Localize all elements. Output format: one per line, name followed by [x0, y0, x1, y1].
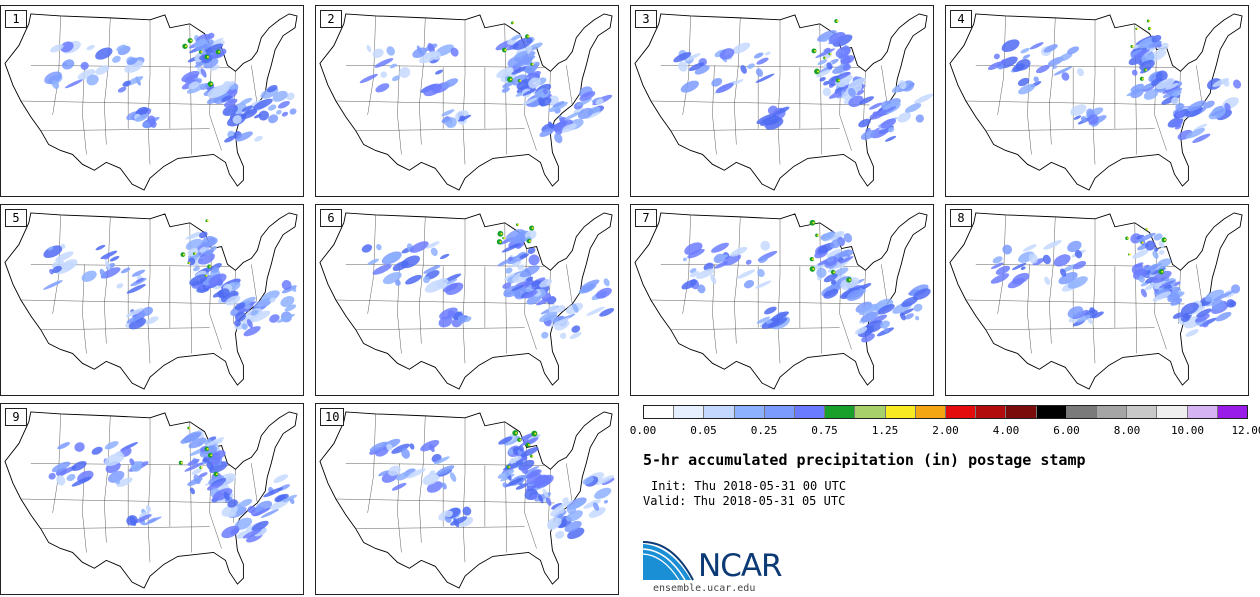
stamp-number: 8	[950, 209, 972, 227]
init-time: Init: Thu 2018-05-31 00 UTC	[651, 479, 847, 493]
stamp-number: 6	[320, 209, 342, 227]
postage-stamp: 9	[0, 403, 304, 595]
postage-stamp: 7	[630, 204, 934, 396]
precip-colorbar	[643, 405, 1248, 419]
colorbar-tick-label: 0.25	[750, 424, 778, 437]
colorbar-swatch	[1066, 406, 1098, 418]
plot-title: 5-hr accumulated precipitation (in) post…	[643, 451, 1086, 469]
colorbar-swatch	[1127, 406, 1158, 418]
ncar-logo-icon	[643, 541, 694, 581]
us-precip-map	[949, 13, 1243, 191]
colorbar-tick-label: 8.00	[1113, 424, 1141, 437]
colorbar-tick-label: 0.00	[629, 424, 657, 437]
colorbar-swatch	[674, 406, 705, 418]
us-precip-map	[319, 411, 615, 589]
colorbar-swatch	[855, 406, 886, 418]
postage-stamp: 10	[315, 403, 619, 595]
postage-stamp: 5	[0, 204, 304, 396]
colorbar-tick-label: 10.00	[1170, 424, 1205, 437]
postage-stamp: 2	[315, 5, 619, 197]
stamp-number: 7	[635, 209, 657, 227]
us-precip-map	[319, 212, 615, 390]
stamp-number: 5	[5, 209, 27, 227]
postage-stamp: 3	[630, 5, 934, 197]
colorbar-swatch	[1217, 406, 1248, 418]
colorbar-swatch	[764, 406, 796, 418]
colorbar-swatch	[704, 406, 735, 418]
us-precip-map	[319, 13, 613, 191]
stamp-number: 3	[635, 10, 657, 28]
colorbar-swatch	[734, 406, 765, 418]
colorbar-swatch	[1187, 406, 1218, 418]
colorbar-swatch	[1157, 406, 1188, 418]
ncar-logo-text: NCAR	[698, 548, 783, 584]
colorbar-swatch	[1006, 406, 1037, 418]
colorbar-tick-label: 12.00	[1231, 424, 1260, 437]
source-url: ensemble.ucar.edu	[653, 583, 756, 594]
stamp-number: 1	[5, 10, 27, 28]
colorbar-tick-label: 0.75	[811, 424, 838, 437]
valid-time: Valid: Thu 2018-05-31 05 UTC	[643, 494, 846, 508]
us-precip-map	[949, 212, 1243, 390]
colorbar-tick-label: 6.00	[1053, 424, 1080, 437]
us-precip-map	[4, 411, 298, 589]
colorbar-swatch	[1097, 406, 1128, 418]
postage-stamp: 6	[315, 204, 619, 396]
postage-stamp: 4	[945, 5, 1249, 197]
us-precip-map	[4, 13, 298, 191]
colorbar-swatch	[825, 406, 856, 418]
us-precip-map	[634, 13, 933, 191]
postage-stamp: 1	[0, 5, 304, 197]
colorbar-swatch	[795, 406, 826, 418]
stamp-number: 10	[320, 408, 345, 426]
colorbar-swatch	[1036, 406, 1067, 418]
colorbar-tick-label: 1.25	[871, 424, 899, 437]
colorbar-swatch	[976, 406, 1007, 418]
colorbar-swatch	[915, 406, 947, 418]
stamp-number: 4	[950, 10, 972, 28]
colorbar-tick-label: 4.00	[992, 424, 1020, 437]
colorbar-swatch	[885, 406, 916, 418]
us-precip-map	[4, 212, 298, 390]
postage-stamp: 8	[945, 204, 1249, 396]
colorbar-tick-label: 2.00	[932, 424, 959, 437]
us-precip-map	[634, 212, 931, 390]
colorbar-swatch	[946, 406, 977, 418]
stamp-number: 2	[320, 10, 342, 28]
stamp-number: 9	[5, 408, 27, 426]
colorbar-swatch	[644, 406, 675, 418]
colorbar-tick-label: 0.05	[690, 424, 717, 437]
